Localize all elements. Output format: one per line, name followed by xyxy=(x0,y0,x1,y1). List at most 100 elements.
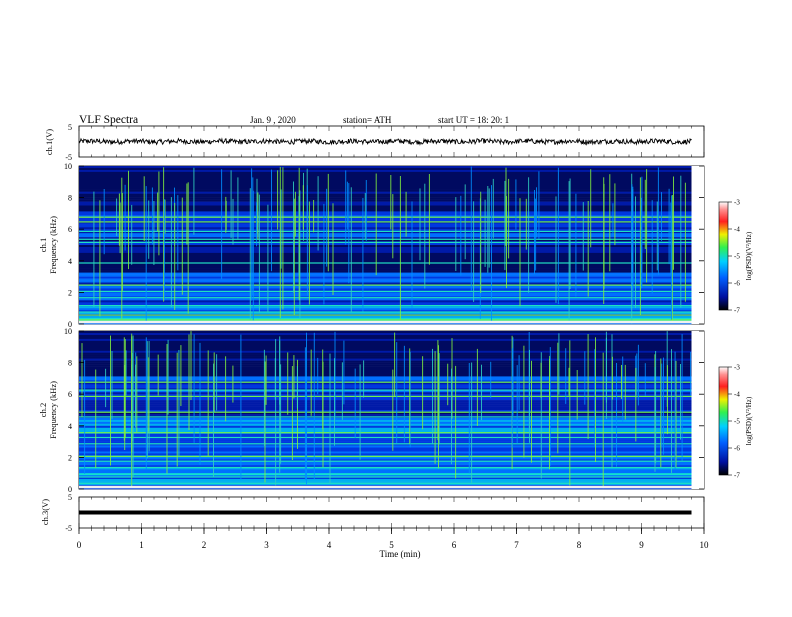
narrowband-line xyxy=(79,443,692,445)
frequency-band xyxy=(79,412,692,415)
sferic-streak xyxy=(605,337,607,419)
x-tick-label: 1 xyxy=(139,540,144,550)
frequency-band xyxy=(79,199,692,202)
x-tick-label: 8 xyxy=(577,540,582,550)
sferic-streak xyxy=(635,367,637,442)
sferic-streak xyxy=(148,357,150,432)
sferic-streak xyxy=(575,193,577,297)
frequency-band xyxy=(79,364,692,367)
sferic-streak xyxy=(304,347,306,481)
sferic-streak xyxy=(644,179,646,249)
sferic-streak xyxy=(534,190,535,274)
frequency-band xyxy=(79,358,692,361)
sferic-streak xyxy=(148,200,150,259)
sferic-streak xyxy=(111,351,113,420)
sferic-streak xyxy=(512,337,514,416)
sferic-streak xyxy=(492,178,494,239)
frequency-band xyxy=(79,250,692,254)
sferic-streak xyxy=(153,201,155,265)
frequency-band xyxy=(79,417,692,421)
frequency-band xyxy=(79,306,692,309)
sferic-streak xyxy=(576,370,578,420)
sferic-streak xyxy=(621,365,622,399)
sferic-streak xyxy=(166,344,168,474)
sferic-streak xyxy=(291,366,293,460)
sferic-streak xyxy=(447,363,449,406)
sferic-streak xyxy=(480,191,482,293)
sferic-streak xyxy=(317,357,319,395)
frequency-band xyxy=(79,402,692,405)
sferic-streak xyxy=(302,185,304,230)
sferic-streak xyxy=(611,356,613,400)
ch1-waveform-line xyxy=(79,137,692,146)
frequency-band xyxy=(79,258,692,262)
frequency-band xyxy=(79,331,692,334)
sferic-streak xyxy=(424,183,426,289)
x-tick-label: 0 xyxy=(77,540,82,550)
frequency-band xyxy=(79,394,692,397)
narrowband-line xyxy=(79,319,692,321)
sferic-streak xyxy=(350,187,352,313)
frequency-band xyxy=(79,274,692,277)
sferic-streak xyxy=(251,168,253,301)
ch1-spectrogram-panel: 0 2 4 6 8 10 ch.1 Frequency (kHz) xyxy=(38,162,705,329)
ch1-spec-channel-label: ch.1 xyxy=(38,238,48,252)
sferic-streak xyxy=(181,197,183,295)
frequency-band xyxy=(79,191,692,194)
ch2-spectrogram-yticks: 0 2 4 6 8 10 xyxy=(64,327,704,494)
frequency-band xyxy=(79,262,692,266)
sferic-streak xyxy=(345,170,347,245)
frequency-band xyxy=(79,441,692,444)
sferic-streak xyxy=(193,167,195,235)
sferic-streak xyxy=(405,191,407,237)
frequency-band xyxy=(79,386,692,389)
sferic-streak xyxy=(365,180,367,241)
ch3-ytick-bottom: -5 xyxy=(65,524,72,533)
sferic-streak xyxy=(432,348,433,445)
sferic-streak xyxy=(538,171,540,239)
narrowband-line xyxy=(79,381,692,383)
ch2-colorbar: -3 -4 -5 -6 -7 log(PSD)(V²/Hz) xyxy=(718,364,753,480)
frequency-band xyxy=(79,187,692,190)
frequency-band xyxy=(79,203,692,206)
sferic-streak xyxy=(464,184,466,260)
frequency-band xyxy=(79,388,692,391)
frequency-band xyxy=(79,443,692,446)
sferic-streak xyxy=(282,167,284,310)
frequency-band xyxy=(79,378,692,381)
ch1-colorbar-gradient xyxy=(718,201,729,311)
sferic-streak xyxy=(646,169,648,283)
frequency-band xyxy=(79,348,692,352)
sferic-streak xyxy=(549,347,551,466)
frequency-band xyxy=(79,413,692,417)
narrowband-line xyxy=(79,395,692,397)
sferic-streak xyxy=(438,353,440,445)
narrowband-line xyxy=(79,216,692,218)
freq-tick-label: 6 xyxy=(68,390,72,399)
ch3-ylabel: ch.3(V) xyxy=(40,499,50,525)
frequency-band xyxy=(79,248,692,252)
frequency-band xyxy=(79,237,692,240)
frequency-band xyxy=(79,183,692,187)
sferic-streak xyxy=(438,345,439,469)
frequency-band xyxy=(79,356,692,359)
sferic-streak xyxy=(663,357,664,455)
frequency-band xyxy=(79,425,692,429)
frequency-band xyxy=(79,243,692,246)
sferic-streak xyxy=(529,349,530,443)
sferic-streak xyxy=(293,355,295,399)
narrowband-line xyxy=(79,460,692,462)
sferic-streak xyxy=(348,183,350,284)
sferic-streak xyxy=(362,198,364,312)
frequency-band xyxy=(79,483,692,486)
date-label: Jan. 9 , 2020 xyxy=(250,115,296,125)
sferic-streak xyxy=(174,202,176,310)
narrowband-line xyxy=(79,455,692,457)
narrowband-line xyxy=(79,482,692,484)
ch1-spectrogram-yticks: 0 2 4 6 8 10 xyxy=(64,162,704,329)
frequency-band xyxy=(79,350,692,354)
sferic-streak xyxy=(668,188,670,265)
sferic-streak xyxy=(346,181,348,230)
freq-tick-label: 0 xyxy=(68,485,72,494)
